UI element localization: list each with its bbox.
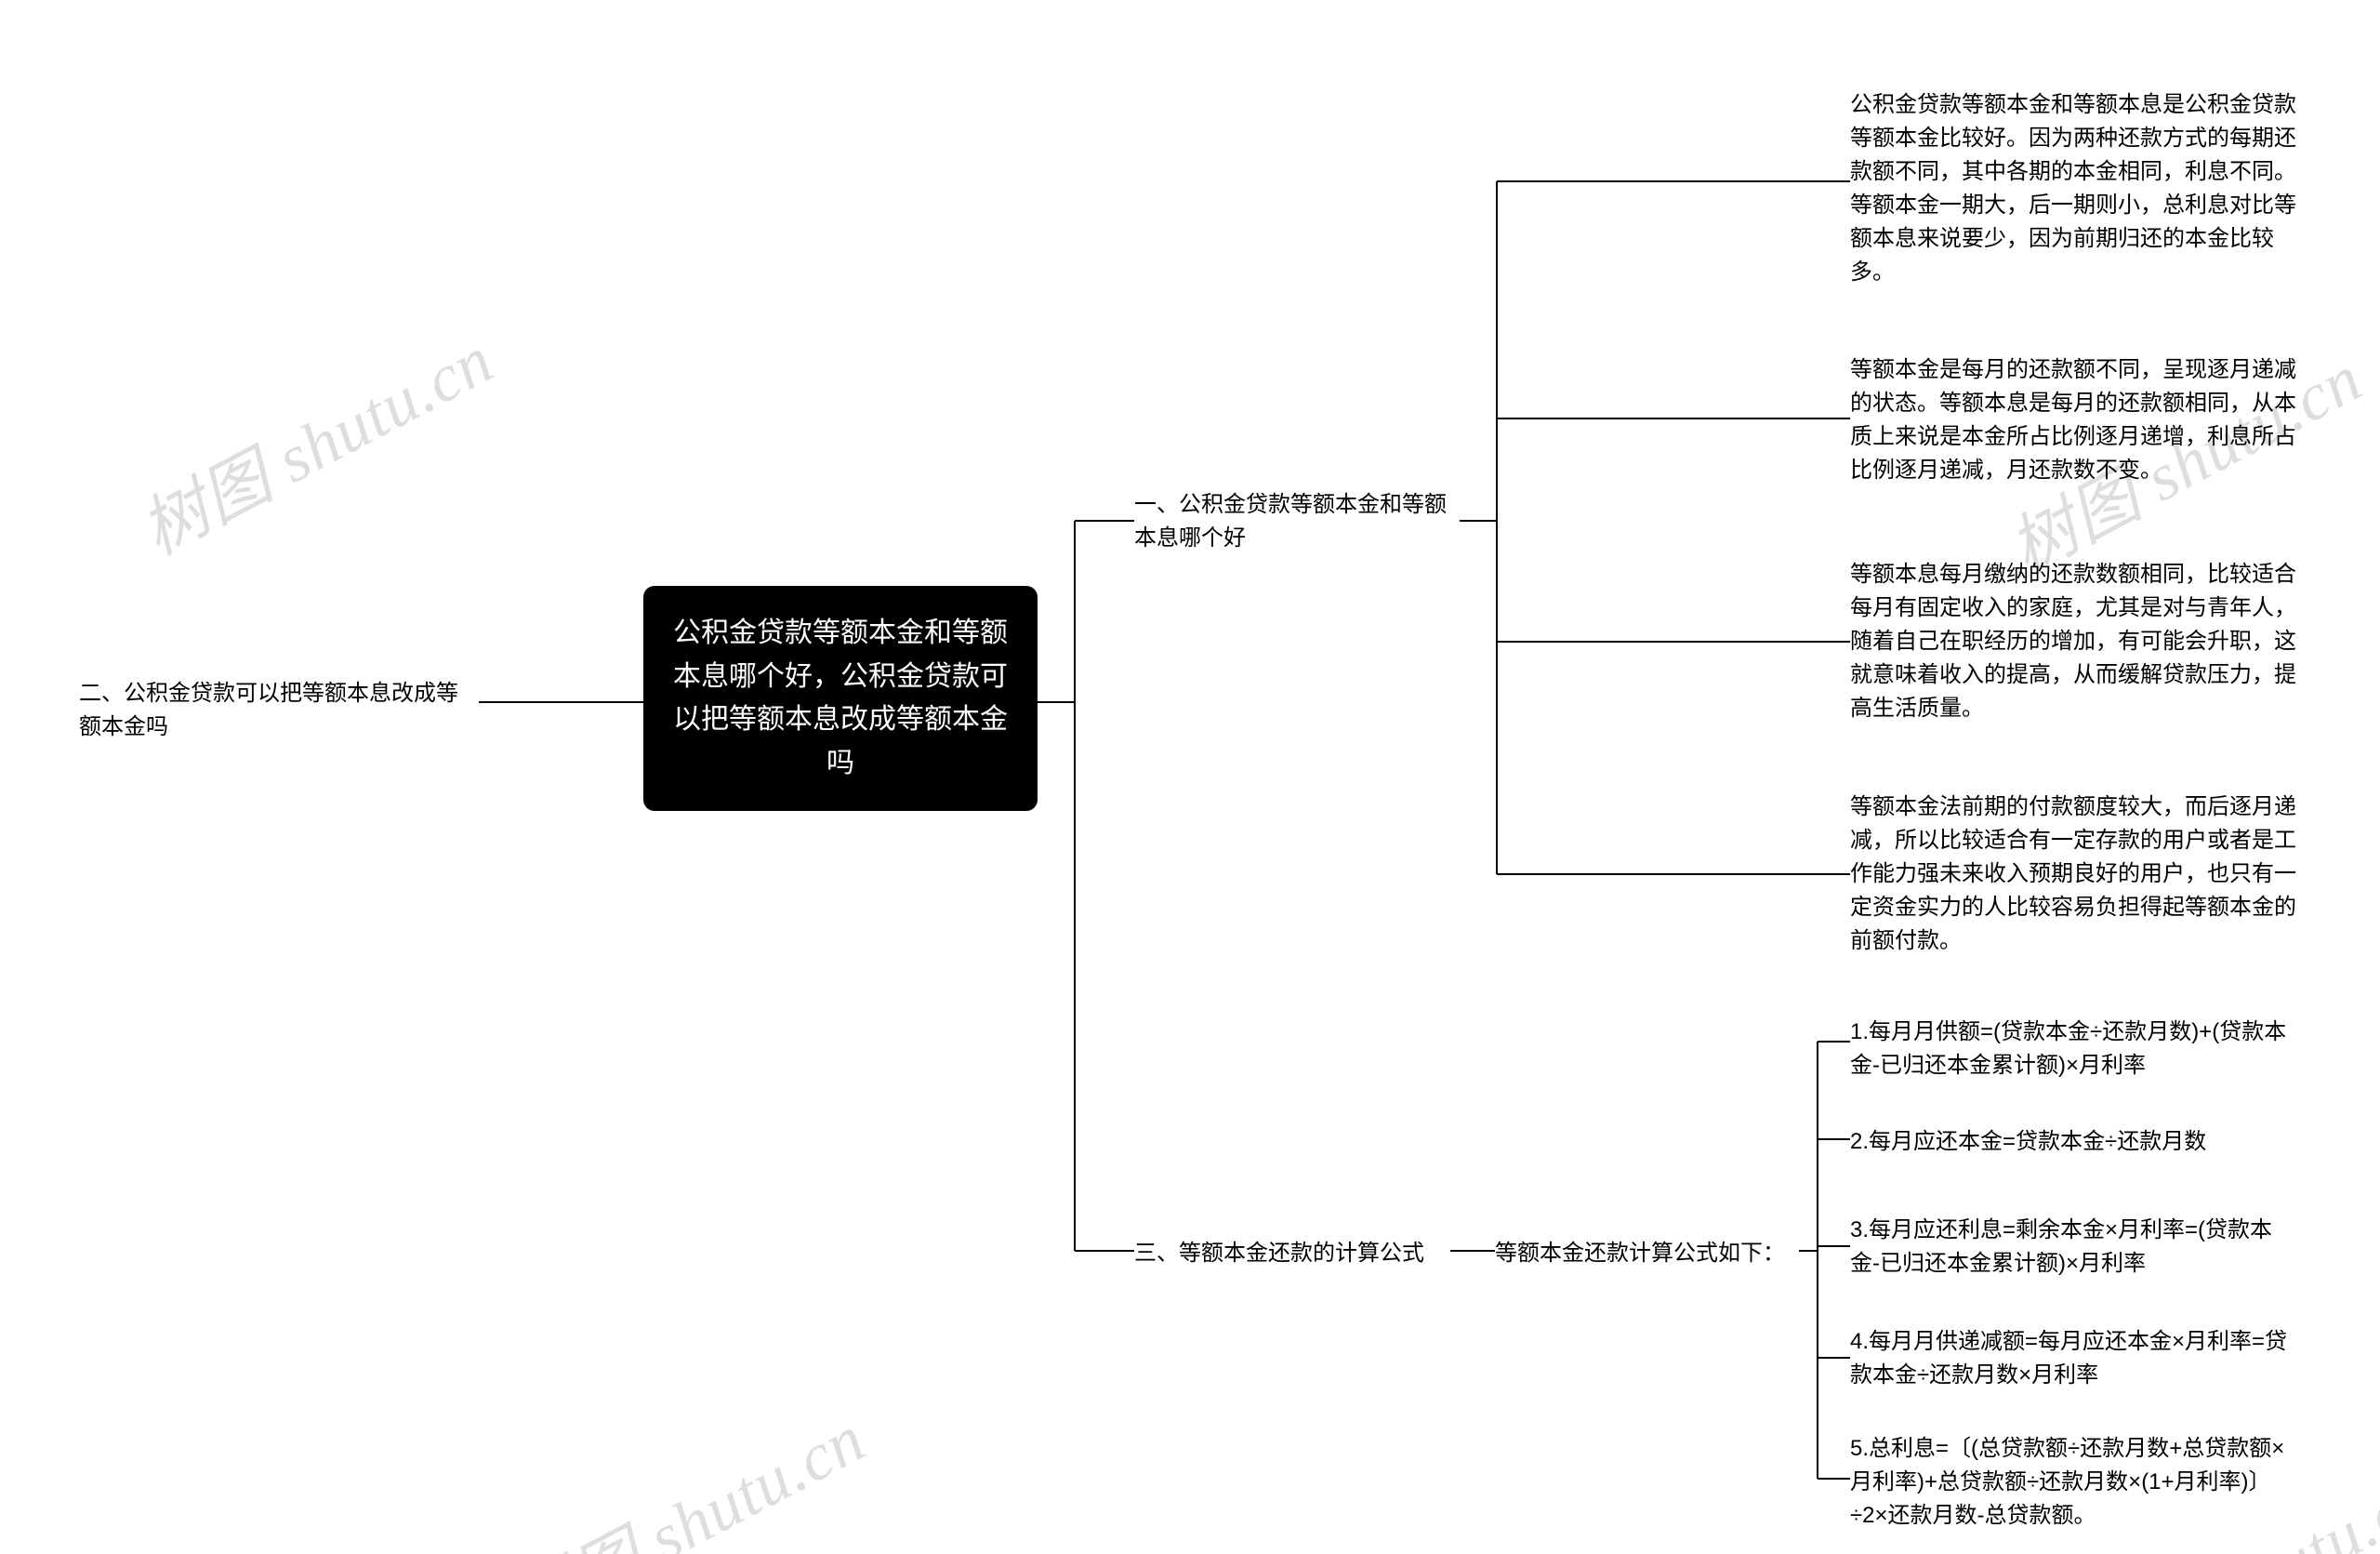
branch-1-child-3: 等额本息每月缴纳的还款数额相同，比较适合每月有固定收入的家庭，尤其是对与青年人，… [1850, 558, 2296, 725]
branch-2-title: 二、公积金贷款可以把等额本息改成等额本金吗 [79, 677, 479, 744]
branch-3-title: 三、等额本金还款的计算公式 [1134, 1237, 1460, 1270]
branch-1-child-1: 公积金贷款等额本金和等额本息是公积金贷款等额本金比较好。因为两种还款方式的每期还… [1850, 88, 2296, 289]
watermark: 树图 shutu.cn [121, 306, 508, 574]
branch-1-title: 一、公积金贷款等额本金和等额本息哪个好 [1134, 488, 1460, 555]
branch-3-child-3: 3.每月应还利息=剩余本金×月利率=(贷款本金-已归还本金累计额)×月利率 [1850, 1214, 2296, 1281]
branch-3-child-5: 5.总利息=〔(总贷款额÷还款月数+总贷款额×月利率)+总贷款额÷还款月数×(1… [1850, 1432, 2306, 1533]
branch-1-child-2: 等额本金是每月的还款额不同，呈现逐月递减的状态。等额本息是每月的还款额相同，从本… [1850, 353, 2296, 487]
branch-3-mid: 等额本金还款计算公式如下： [1495, 1237, 1802, 1270]
branch-3-child-2: 2.每月应还本金=贷款本金÷还款月数 [1850, 1125, 2296, 1159]
branch-1-child-4: 等额本金法前期的付款额度较大，而后逐月递减，所以比较适合有一定存款的用户或者是工… [1850, 790, 2296, 958]
mindmap-root: 公积金贷款等额本金和等额本息哪个好，公积金贷款可以把等额本息改成等额本金吗 [643, 586, 1038, 811]
branch-3-child-4: 4.每月月供递减额=每月应还本金×月利率=贷款本金÷还款月数×月利率 [1850, 1325, 2296, 1392]
watermark: 树图 shutu.cn [493, 1385, 879, 1554]
branch-3-child-1: 1.每月月供额=(贷款本金÷还款月数)+(贷款本金-已归还本金累计额)×月利率 [1850, 1016, 2296, 1082]
